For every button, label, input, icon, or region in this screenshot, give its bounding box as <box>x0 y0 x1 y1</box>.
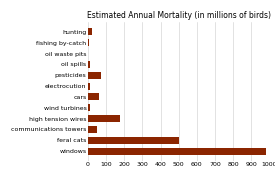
Title: Estimated Annual Mortality (in millions of birds): Estimated Annual Mortality (in millions … <box>87 11 271 20</box>
Bar <box>88 126 97 133</box>
Bar <box>88 28 92 35</box>
Bar <box>88 61 90 68</box>
Bar <box>88 137 179 144</box>
Bar <box>88 72 101 79</box>
Bar <box>88 104 90 111</box>
Bar <box>88 115 120 122</box>
Bar <box>88 148 266 155</box>
Bar <box>88 83 90 90</box>
Bar <box>88 93 99 100</box>
Bar <box>88 39 89 46</box>
